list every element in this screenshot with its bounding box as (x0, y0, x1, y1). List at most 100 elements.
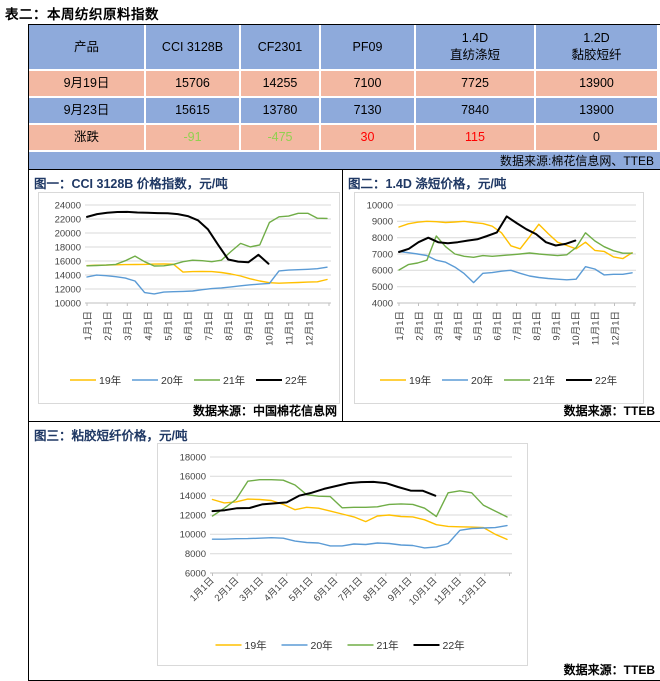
svg-text:8000: 8000 (185, 549, 206, 560)
svg-text:1月1日: 1月1日 (395, 311, 406, 341)
svg-text:22年: 22年 (595, 374, 617, 387)
table-row: 9月19日 15706 14255 7100 7725 13900 (29, 71, 660, 98)
svg-text:8月1日: 8月1日 (224, 311, 235, 341)
chart3-title: 图三：粘胶短纤价格，元/吨 (34, 429, 188, 443)
svg-text:12月1日: 12月1日 (456, 575, 488, 607)
svg-text:1月1日: 1月1日 (83, 311, 94, 341)
svg-text:16000: 16000 (180, 472, 206, 483)
chart2-title: 图二：1.4D 涤短价格，元/吨 (348, 177, 507, 191)
chart1-title: 图一：CCI 3128B 价格指数，元/吨 (34, 177, 228, 191)
svg-text:22000: 22000 (55, 214, 81, 225)
svg-text:7月1日: 7月1日 (512, 311, 523, 341)
table-cell: 13900 (536, 71, 657, 96)
chart2-frame: 4000 5000 6000 7000 8000 9000 10000 1月1日 2月1日 3月1… (354, 192, 644, 404)
header-cell: PF09 (321, 25, 416, 69)
svg-text:21年: 21年 (377, 639, 399, 652)
svg-text:9月1日: 9月1日 (244, 311, 255, 341)
svg-text:18000: 18000 (180, 452, 206, 463)
svg-text:9000: 9000 (372, 217, 393, 228)
svg-text:12000: 12000 (55, 284, 81, 295)
svg-text:12月1日: 12月1日 (610, 311, 621, 346)
svg-text:4月1日: 4月1日 (262, 575, 291, 604)
svg-text:21年: 21年 (223, 374, 245, 387)
table-cell: 115 (416, 125, 536, 150)
svg-text:9月1日: 9月1日 (552, 311, 563, 341)
table-body: 9月19日 15706 14255 7100 7725 13900 9月23日 15615 13… (29, 71, 660, 152)
table-cell: 13780 (241, 98, 321, 123)
svg-text:20000: 20000 (55, 228, 81, 239)
svg-text:19年: 19年 (99, 374, 121, 387)
table-cell: 0 (536, 125, 657, 150)
table-header-row: 产品 CCI 3128B CF2301 PF09 1.4D 直纺涤短 1.2D 黏胶短纤 (29, 25, 660, 71)
svg-text:18000: 18000 (55, 242, 81, 253)
svg-text:20年: 20年 (161, 374, 183, 387)
svg-text:7月1日: 7月1日 (336, 575, 365, 604)
svg-text:7月1日: 7月1日 (204, 311, 215, 341)
table-cell: -475 (241, 125, 321, 150)
chart1-panel: 图一：CCI 3128B 价格指数，元/吨 10000 12000 14000 160… (29, 170, 343, 421)
svg-text:6000: 6000 (185, 568, 206, 579)
svg-text:12000: 12000 (180, 510, 206, 521)
header-cell: 1.2D 黏胶短纤 (536, 25, 657, 69)
page-title: 表二：本周纺织原料指数 (5, 7, 159, 22)
svg-text:6月1日: 6月1日 (312, 575, 341, 604)
svg-text:24000: 24000 (55, 200, 81, 211)
svg-text:14000: 14000 (180, 491, 206, 502)
svg-text:22年: 22年 (443, 639, 465, 652)
svg-text:6月1日: 6月1日 (184, 311, 195, 341)
table-row: 涨跌 -91 -475 30 115 0 (29, 125, 660, 152)
table-cell: -91 (146, 125, 241, 150)
svg-text:2月1日: 2月1日 (414, 311, 425, 341)
svg-text:19年: 19年 (409, 374, 431, 387)
row-label: 涨跌 (29, 125, 146, 150)
svg-text:4月1日: 4月1日 (143, 311, 154, 341)
svg-text:6月1日: 6月1日 (493, 311, 504, 341)
svg-text:10000: 10000 (180, 530, 206, 541)
svg-text:2月1日: 2月1日 (103, 311, 114, 341)
svg-text:5月1日: 5月1日 (473, 311, 484, 341)
raw-material-table: 产品 CCI 3128B CF2301 PF09 1.4D 直纺涤短 1.2D 黏胶短纤 9月… (29, 25, 660, 169)
svg-text:4000: 4000 (372, 298, 393, 309)
svg-text:20年: 20年 (471, 374, 493, 387)
svg-text:10月1日: 10月1日 (571, 311, 582, 346)
svg-text:6000: 6000 (372, 266, 393, 277)
table-row: 9月23日 15615 13780 7130 7840 13900 (29, 98, 660, 125)
svg-text:7000: 7000 (372, 249, 393, 260)
chart3-canvas: 6000 8000 10000 12000 14000 16000 18000 1月1日2月1… (180, 452, 512, 652)
svg-text:8月1日: 8月1日 (361, 575, 390, 604)
svg-text:22年: 22年 (285, 374, 307, 387)
table-cell: 7100 (321, 71, 416, 96)
svg-text:8月1日: 8月1日 (532, 311, 543, 341)
header-cell: 产品 (29, 25, 146, 69)
table-cell: 15706 (146, 71, 241, 96)
svg-text:3月1日: 3月1日 (123, 311, 134, 341)
header-cell: CCI 3128B (146, 25, 241, 69)
table-cell: 30 (321, 125, 416, 150)
svg-text:10000: 10000 (367, 200, 393, 211)
svg-text:19年: 19年 (245, 639, 267, 652)
report-sheet: 产品 CCI 3128B CF2301 PF09 1.4D 直纺涤短 1.2D 黏胶短纤 9月… (28, 24, 660, 681)
svg-text:8000: 8000 (372, 233, 393, 244)
chart3-source: 数据来源：TTEB (563, 663, 655, 677)
svg-text:11月1日: 11月1日 (591, 311, 602, 345)
row-label: 9月23日 (29, 98, 146, 123)
svg-text:5000: 5000 (372, 282, 393, 293)
svg-text:4月1日: 4月1日 (454, 311, 465, 341)
charts-top-row: 图一：CCI 3128B 价格指数，元/吨 10000 12000 14000 160… (29, 169, 660, 421)
svg-text:2月1日: 2月1日 (213, 575, 242, 604)
svg-text:20年: 20年 (311, 639, 333, 652)
svg-text:3月1日: 3月1日 (237, 575, 266, 604)
table-source: 数据来源:棉花信息网、TTEB (29, 152, 660, 169)
svg-text:16000: 16000 (55, 256, 81, 267)
table-cell: 13900 (536, 98, 657, 123)
svg-text:5月1日: 5月1日 (287, 575, 316, 604)
chart1-canvas: 10000 12000 14000 16000 18000 20000 22000 24000… (55, 200, 331, 387)
table-cell: 14255 (241, 71, 321, 96)
svg-text:14000: 14000 (55, 270, 81, 281)
header-cell: CF2301 (241, 25, 321, 69)
svg-text:12月1日: 12月1日 (305, 311, 316, 346)
table-cell: 7130 (321, 98, 416, 123)
svg-text:11月1日: 11月1日 (285, 311, 296, 345)
svg-text:21年: 21年 (533, 374, 555, 387)
chart2-panel: 图二：1.4D 涤短价格，元/吨 4000 5000 6000 7000 8000 900… (343, 170, 660, 421)
